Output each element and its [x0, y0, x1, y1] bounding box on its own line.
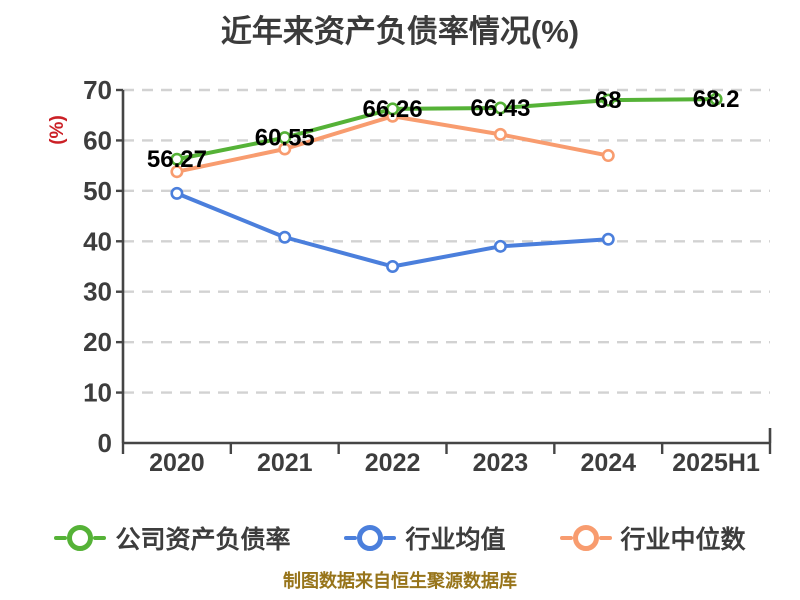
legend-item-company: 公司资产负债率	[54, 520, 290, 556]
legend-label-industry-mean: 行业均值	[405, 526, 506, 554]
y-tick-label: 30	[83, 277, 112, 307]
data-point	[386, 259, 400, 273]
data-source-note: 制图数据来自恒生聚源数据库	[283, 571, 517, 591]
series-line-1	[174, 191, 611, 269]
chart-title: 近年来资产负债率情况(%)	[220, 14, 580, 49]
x-tick-label: 2021	[257, 449, 313, 477]
legend-marker-orange-icon	[559, 525, 612, 551]
y-tick-label: 10	[83, 378, 112, 408]
value-label: 56.27	[147, 146, 207, 173]
legend-label-company: 公司资产负债率	[115, 526, 291, 554]
x-tick-label: 2020	[149, 449, 205, 477]
value-label: 66.43	[470, 95, 530, 122]
y-tick-label: 40	[83, 226, 112, 256]
legend-item-industry-mean: 行业均值	[344, 520, 506, 556]
data-point	[170, 165, 184, 179]
data-point	[278, 131, 292, 145]
series-line-0	[174, 97, 719, 162]
y-tick-label: 50	[83, 176, 112, 206]
data-point	[493, 127, 507, 141]
y-tick-label: 0	[98, 428, 112, 458]
legend-marker-blue-icon	[344, 525, 397, 551]
y-tick-label: 70	[83, 75, 112, 105]
data-point	[601, 93, 615, 107]
y-tick-label: 20	[83, 327, 112, 357]
x-tick-label: 2022	[365, 449, 421, 477]
value-label: 68	[595, 87, 622, 114]
x-tick-label: 2024	[580, 449, 636, 477]
x-tick-label: 2023	[473, 449, 529, 477]
legend-label-industry-median: 行业中位数	[620, 526, 746, 554]
data-point	[493, 239, 507, 253]
data-point	[386, 102, 400, 116]
value-label: 60.55	[255, 125, 315, 152]
value-label: 66.26	[363, 96, 423, 123]
value-label: 68.2	[693, 86, 740, 113]
data-point	[170, 152, 184, 166]
data-point	[493, 101, 507, 115]
data-point	[278, 230, 292, 244]
legend: 公司资产负债率 行业均值 行业中位数	[0, 519, 800, 557]
legend-item-industry-median: 行业中位数	[559, 520, 746, 556]
data-point	[709, 92, 723, 106]
y-tick-label: 60	[83, 125, 112, 155]
x-tick-label: 2025H1	[672, 449, 760, 477]
legend-marker-green-icon	[54, 525, 107, 551]
data-point	[170, 186, 184, 200]
data-point	[601, 149, 615, 163]
series-line-2	[174, 114, 611, 174]
data-point	[601, 232, 615, 246]
